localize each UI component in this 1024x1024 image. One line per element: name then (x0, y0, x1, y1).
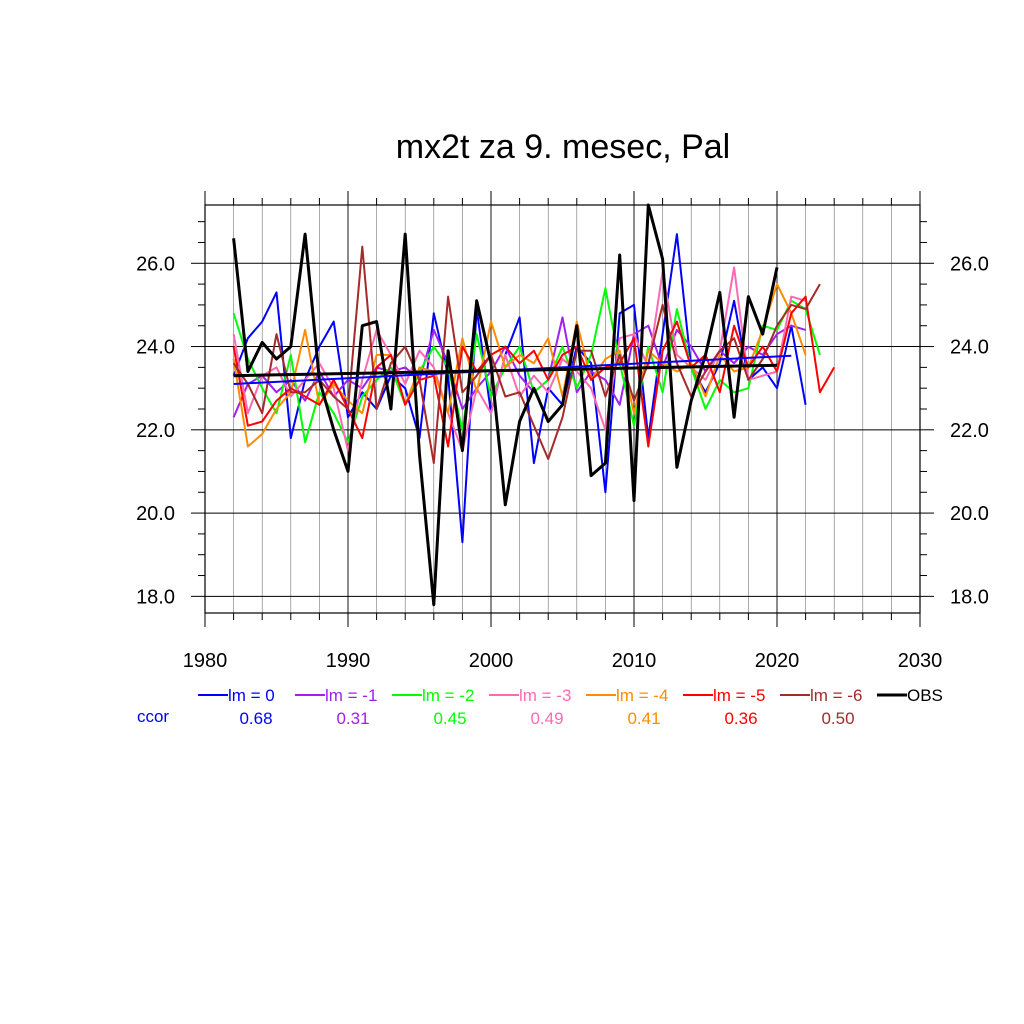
y-tick-label-right: 26.0 (950, 253, 989, 275)
legend-label-2: lm = -2 (422, 686, 474, 705)
legend-label-7: OBS (907, 686, 943, 705)
trend-line-1 (233, 363, 778, 378)
plot-frame (204, 204, 921, 614)
y-tick-label: 20.0 (136, 503, 175, 525)
grid (205, 205, 920, 613)
x-tick-label: 2000 (469, 650, 514, 672)
legend-label-0: lm = 0 (228, 686, 275, 705)
legend: lm = 0 0.68 lm = -1 0.31 lm = -2 0.45 lm = -3 0… (137, 686, 943, 728)
y-tick-label-right: 20.0 (950, 503, 989, 525)
x-tick-label: 1990 (326, 650, 371, 672)
legend-ccor-0: 0.68 (239, 709, 272, 728)
x-tick-label: 2030 (898, 650, 943, 672)
series-line-7 (232, 203, 779, 607)
legend-label-5: lm = -5 (713, 686, 765, 705)
legend-label-3: lm = -3 (519, 686, 571, 705)
y-tick-label-right: 24.0 (950, 337, 989, 359)
axes: 1980 1990 2000 2010 2020 2030 18.0 18.0 20.0 20.0… (136, 191, 989, 672)
legend-ccor-1: 0.31 (336, 709, 369, 728)
series-layer (232, 203, 836, 607)
legend-ccor-6: 0.50 (821, 709, 854, 728)
y-tick-label: 24.0 (136, 337, 175, 359)
y-tick-label: 18.0 (136, 586, 175, 608)
series-line-6 (232, 245, 821, 465)
y-tick-label: 22.0 (136, 420, 175, 442)
legend-label-6: lm = -6 (810, 686, 862, 705)
chart-title: mx2t za 9. mesec, Pal (396, 128, 730, 166)
x-tick-label: 2020 (755, 650, 800, 672)
y-tick-label-right: 22.0 (950, 420, 989, 442)
legend-ccor-2: 0.45 (433, 709, 466, 728)
x-tick-label: 1980 (183, 650, 228, 672)
legend-label-4: lm = -4 (616, 686, 668, 705)
legend-ccor-4: 0.41 (627, 709, 660, 728)
y-tick-label-right: 18.0 (950, 586, 989, 608)
legend-label-1: lm = -1 (325, 686, 377, 705)
ccor-label: ccor (137, 707, 169, 726)
x-tick-label: 2010 (612, 650, 657, 672)
y-tick-label: 26.0 (136, 253, 175, 275)
legend-ccor-5: 0.36 (724, 709, 757, 728)
legend-ccor-3: 0.49 (530, 709, 563, 728)
